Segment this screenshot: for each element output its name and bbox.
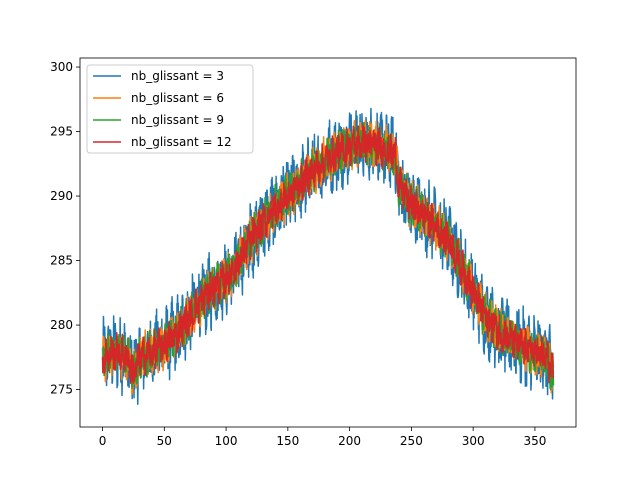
legend-box [86,64,254,154]
legend-label-1: nb_glissant = 6 [131,91,224,105]
x-axis: 0 50 100 150 200 250 300 350 [99,427,546,448]
legend-label-2: nb_glissant = 9 [131,113,224,127]
x-tick-label-4: 200 [338,434,361,448]
x-tick-label-2: 100 [215,434,238,448]
y-axis: 275 280 285 290 295 300 [50,60,80,397]
legend: nb_glissant = 3 nb_glissant = 6 nb_gliss… [86,64,254,154]
y-tick-label-5: 300 [50,60,73,74]
series-line-3 [101,124,555,384]
x-tick-label-6: 300 [462,434,485,448]
x-tick-label-7: 350 [523,434,546,448]
legend-label-0: nb_glissant = 3 [131,69,224,83]
legend-label-3: nb_glissant = 12 [131,135,232,149]
x-tick-label-1: 50 [157,434,172,448]
y-tick-label-2: 285 [50,254,73,268]
series-layer [101,107,555,405]
x-tick-label-0: 0 [99,434,107,448]
plot-frame [79,57,577,428]
x-tick-label-3: 150 [276,434,299,448]
y-tick-label-0: 275 [50,383,73,397]
y-tick-label-4: 295 [50,125,73,139]
y-tick-label-1: 280 [50,318,73,332]
y-tick-label-3: 290 [50,189,73,203]
x-tick-label-5: 250 [400,434,423,448]
